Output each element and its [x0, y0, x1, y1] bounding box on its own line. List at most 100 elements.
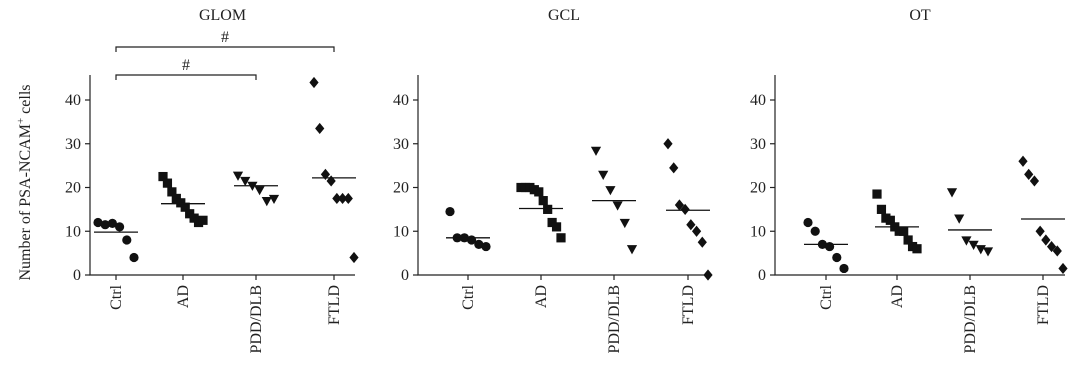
- dot: [810, 226, 820, 236]
- dot: [343, 192, 353, 205]
- x-tick-label: AD: [533, 285, 550, 308]
- x-tick-label: PDD/DLB: [248, 285, 265, 353]
- y-tick-label: 30: [393, 136, 409, 153]
- y-axis-label-part: +: [15, 118, 27, 124]
- y-tick-label: 40: [750, 92, 766, 109]
- panel-title: GCL: [548, 7, 580, 24]
- x-tick-label: AD: [889, 285, 906, 308]
- dot: [912, 244, 922, 254]
- y-tick-label: 10: [750, 223, 766, 240]
- y-tick-label: 30: [750, 136, 766, 153]
- dot: [1058, 262, 1068, 275]
- dot: [899, 226, 909, 236]
- y-tick-label: 0: [401, 267, 409, 284]
- panel-title: GLOM: [199, 7, 246, 24]
- dot: [839, 263, 849, 274]
- y-axis-label: Number of PSA-NCAM+ cells: [15, 85, 34, 281]
- x-tick-label: FTLD: [326, 285, 343, 325]
- dot: [903, 235, 913, 245]
- panel-title: OT: [909, 7, 931, 24]
- dot: [612, 201, 623, 211]
- dot: [1041, 234, 1051, 246]
- dot: [100, 220, 110, 230]
- dot: [167, 187, 177, 197]
- dot: [551, 222, 562, 232]
- y-axis-label-part: cells: [17, 85, 34, 118]
- dot: [825, 241, 835, 252]
- y-tick-label: 20: [393, 180, 409, 197]
- dot: [93, 217, 103, 228]
- significance-label: #: [182, 57, 190, 74]
- dot: [180, 202, 190, 212]
- dot: [349, 251, 359, 264]
- dot: [254, 186, 265, 196]
- dot: [1029, 175, 1040, 187]
- dot: [326, 175, 336, 187]
- dot: [1024, 168, 1034, 180]
- dot: [703, 269, 713, 281]
- x-tick-label: FTLD: [1035, 285, 1052, 325]
- dot: [445, 206, 455, 217]
- dot: [1046, 240, 1057, 253]
- dot: [946, 188, 958, 198]
- dot: [122, 235, 132, 245]
- dot: [534, 187, 544, 197]
- y-tick-label: 0: [73, 267, 81, 284]
- dot: [803, 217, 813, 228]
- y-tick-label: 20: [65, 180, 81, 197]
- dot: [107, 218, 117, 228]
- y-axis-label-part: Number of PSA-NCAM: [17, 124, 34, 280]
- dot: [680, 203, 690, 215]
- dot: [315, 122, 325, 135]
- dot: [129, 252, 139, 263]
- dot: [968, 240, 979, 250]
- dot: [162, 178, 173, 188]
- x-tick-label: Ctrl: [818, 284, 835, 309]
- y-tick-label: 10: [65, 223, 81, 240]
- dot: [337, 192, 348, 205]
- axes: [89, 75, 355, 276]
- dot: [598, 170, 609, 180]
- dot: [674, 199, 685, 211]
- dot: [663, 138, 673, 150]
- x-tick-label: PDD/DLB: [606, 285, 623, 353]
- dot: [1052, 245, 1062, 257]
- dot: [669, 162, 679, 174]
- dot: [198, 215, 208, 225]
- dot: [1018, 155, 1028, 167]
- dot: [982, 247, 994, 257]
- x-tick-label: Ctrl: [108, 284, 125, 309]
- y-tick-label: 0: [758, 267, 766, 284]
- axes: [417, 75, 710, 276]
- dot: [332, 192, 342, 205]
- dot: [240, 176, 251, 187]
- significance-label: #: [221, 29, 229, 46]
- significance-bracket: [115, 74, 257, 80]
- dot: [538, 196, 548, 206]
- dot: [474, 239, 484, 249]
- dot: [954, 214, 965, 224]
- dot: [158, 171, 168, 182]
- y-tick-label: 40: [393, 92, 409, 109]
- dot: [832, 252, 842, 263]
- dot: [961, 236, 972, 246]
- dot: [691, 225, 702, 237]
- y-tick-label: 20: [750, 180, 766, 197]
- dot: [590, 146, 602, 156]
- dot: [885, 215, 895, 225]
- dot: [619, 218, 630, 229]
- y-tick-label: 40: [65, 92, 81, 109]
- dot: [309, 76, 319, 89]
- significance-bracket: [115, 46, 335, 52]
- dot: [686, 219, 696, 231]
- dot: [697, 236, 707, 248]
- dot: [481, 241, 491, 252]
- y-tick-label: 30: [65, 136, 81, 153]
- x-tick-label: PDD/DLB: [962, 285, 979, 353]
- dot: [1035, 225, 1045, 237]
- dot: [261, 197, 272, 207]
- x-tick-label: Ctrl: [460, 284, 477, 309]
- dot: [268, 194, 280, 205]
- dot: [320, 168, 331, 180]
